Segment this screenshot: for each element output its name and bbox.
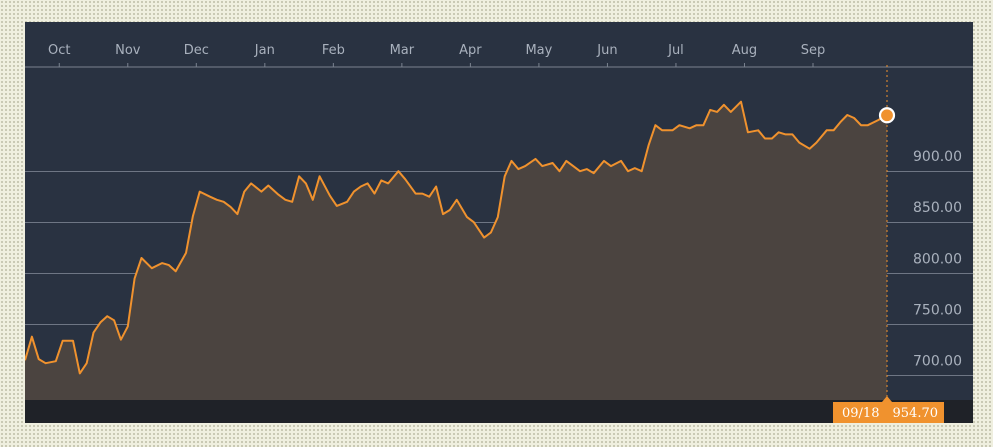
line-layer <box>25 100 888 375</box>
x-tick-label-aug: Aug <box>732 43 757 58</box>
y-tick-label: 850.00 <box>913 200 962 216</box>
x-tick-label-dec: Dec <box>184 43 209 58</box>
last-value-label: 954.70 <box>893 406 939 421</box>
x-tick-label-oct: Oct <box>48 43 70 58</box>
last-date-label: 09/18 <box>842 406 879 421</box>
price-line <box>25 100 888 375</box>
last-price-marker <box>878 107 896 124</box>
x-tick-label-jul: Jul <box>667 43 684 58</box>
y-tick-label: 700.00 <box>913 353 962 369</box>
x-tick-label-feb: Feb <box>322 43 345 58</box>
area-layer <box>25 101 887 400</box>
last-price-flag <box>833 402 944 423</box>
y-axis: 900.00 850.00 800.00 750.00 700.00 <box>913 149 962 369</box>
marker-layer: 09/18 954.70 <box>833 65 944 423</box>
x-tick-label-jun: Jun <box>596 43 617 58</box>
x-tick-label-sep: Sep <box>801 43 826 58</box>
x-tick-label-jan: Jan <box>254 43 275 58</box>
y-tick-label: 900.00 <box>913 149 962 165</box>
flag-pointer <box>882 396 892 402</box>
footer-background <box>25 400 973 423</box>
x-tick-label-nov: Nov <box>115 43 141 58</box>
x-tick-label-may: May <box>525 43 552 58</box>
chart-svg: Oct Nov Dec Jan Feb Mar Apr May Jun Jul Aug Sep 900… <box>25 43 973 423</box>
footer-bar <box>25 400 973 423</box>
y-tick-label: 750.00 <box>913 302 962 318</box>
x-tick-label-mar: Mar <box>390 43 415 58</box>
y-tick-label: 800.00 <box>913 251 962 267</box>
x-axis: Oct Nov Dec Jan Feb Mar Apr May Jun Jul Aug Sep <box>48 43 825 67</box>
x-tick-label-apr: Apr <box>459 43 482 58</box>
stock-chart: Oct Nov Dec Jan Feb Mar Apr May Jun Jul Aug Sep 900… <box>25 22 973 423</box>
price-area <box>25 101 887 400</box>
